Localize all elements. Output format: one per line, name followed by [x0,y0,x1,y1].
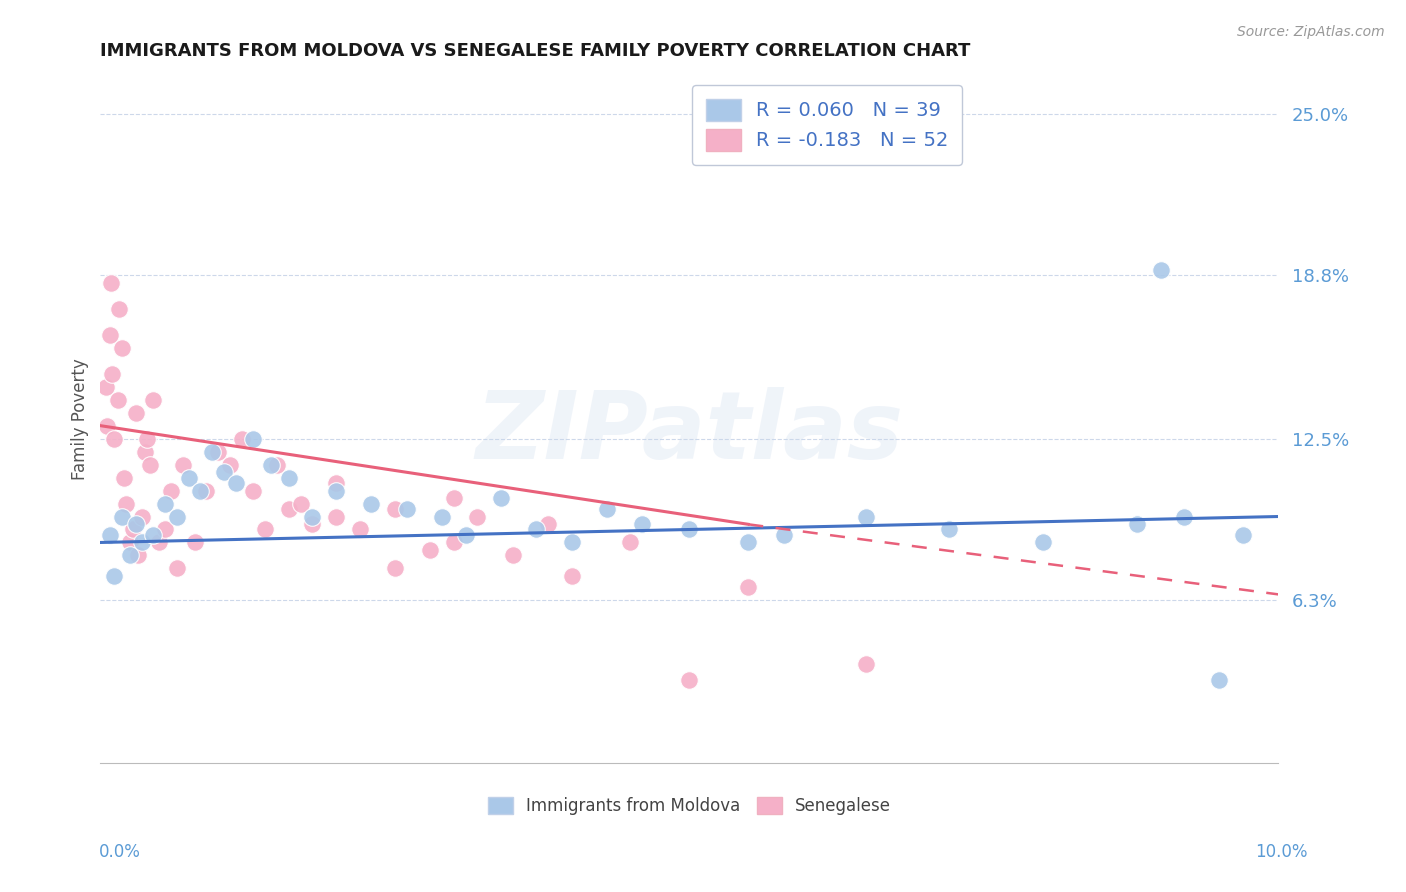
Point [325,483,347,498]
Text: Source: ZipAtlas.com: Source: ZipAtlas.com [1237,25,1385,39]
Point [118,535,141,549]
Point [631,517,654,532]
Point [160,483,183,498]
Point [101,367,124,381]
Point [142,392,165,407]
Point [678,523,700,537]
Point [177,470,200,484]
Text: 0.0%: 0.0% [98,843,141,861]
Point [561,569,583,583]
Point [772,527,794,541]
Point [131,535,153,549]
Point [242,483,264,498]
Point [148,535,170,549]
Point [1032,535,1054,549]
Point [166,561,188,575]
Point [855,657,877,672]
Point [96,418,118,433]
Point [502,549,524,563]
Point [139,458,162,472]
Point [103,432,125,446]
Point [112,470,135,484]
Point [277,501,299,516]
Point [290,497,312,511]
Point [242,432,264,446]
Point [678,673,700,687]
Point [103,569,125,583]
Point [419,543,441,558]
Point [142,527,165,541]
Point [1232,527,1254,541]
Point [561,535,583,549]
Point [384,501,406,516]
Point [115,497,138,511]
Legend: Immigrants from Moldova, Senegalese: Immigrants from Moldova, Senegalese [479,789,900,823]
Point [737,535,759,549]
Point [195,483,218,498]
Point [938,523,960,537]
Point [301,509,323,524]
Point [100,276,122,290]
Point [1208,673,1230,687]
Point [266,458,288,472]
Point [212,466,235,480]
Point [395,501,418,516]
Point [855,509,877,524]
Point [596,501,619,516]
Point [131,509,153,524]
Point [254,523,277,537]
Point [110,341,132,355]
Point [325,475,347,490]
Text: ZIPatlas: ZIPatlas [475,387,904,479]
Point [260,458,283,472]
Point [430,509,453,524]
Point [172,458,194,472]
Point [360,497,382,511]
Point [98,327,121,342]
Point [443,535,465,549]
Point [125,517,148,532]
Point [96,380,118,394]
Point [183,535,205,549]
Point [349,523,371,537]
Point [225,475,247,490]
Point [107,392,129,407]
Point [1126,517,1149,532]
Text: IMMIGRANTS FROM MOLDOVA VS SENEGALESE FAMILY POVERTY CORRELATION CHART: IMMIGRANTS FROM MOLDOVA VS SENEGALESE FA… [100,42,970,60]
Point [134,444,156,458]
Point [454,527,477,541]
Point [1173,509,1195,524]
Point [465,509,488,524]
Point [524,523,547,537]
Point [207,444,229,458]
Point [110,509,132,524]
Point [537,517,560,532]
Point [201,444,224,458]
Point [136,432,159,446]
Point [619,535,641,549]
Point [166,509,188,524]
Text: 10.0%: 10.0% [1256,843,1308,861]
Point [153,497,176,511]
Point [127,549,149,563]
Point [443,491,465,506]
Point [118,549,141,563]
Y-axis label: Family Poverty: Family Poverty [72,359,89,480]
Point [108,301,131,316]
Point [190,483,212,498]
Point [98,527,121,541]
Point [153,523,176,537]
Point [219,458,242,472]
Point [489,491,512,506]
Point [1149,263,1171,277]
Point [325,509,347,524]
Point [301,517,323,532]
Point [737,580,759,594]
Point [231,432,253,446]
Point [384,561,406,575]
Point [277,470,299,484]
Point [122,523,145,537]
Point [125,406,148,420]
